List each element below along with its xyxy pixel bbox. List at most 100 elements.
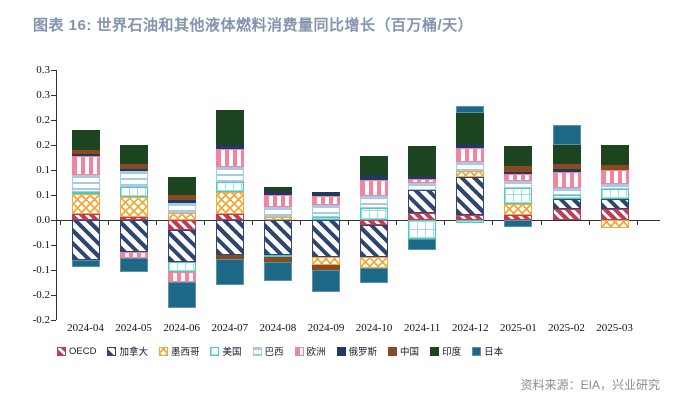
bar-segment-usa: [263, 255, 292, 257]
bar-segment-usa: [312, 216, 340, 220]
bar-segment-japan: [360, 268, 389, 283]
bar-segment-india: [408, 146, 437, 176]
bar-segment-brazil: [408, 182, 437, 190]
bar-segment-europe: [312, 195, 340, 205]
bar-segment-europe: [263, 195, 292, 207]
bar-segment-india: [456, 113, 485, 144]
bar-segment-oecd: [600, 209, 629, 220]
legend-label: 美国: [222, 347, 242, 358]
bar-segment-china: [552, 163, 581, 169]
x-tick-mark: [444, 221, 446, 225]
y-tick-mark: [51, 320, 56, 321]
bar-segment-europe: [360, 179, 389, 196]
bar-segment-china: [215, 255, 244, 259]
y-tick-mark: [51, 145, 56, 146]
x-tick-mark: [251, 221, 253, 225]
bar-segment-japan: [504, 220, 533, 227]
bar-segment-canada: [119, 220, 148, 252]
bar-segment-canada: [312, 220, 340, 257]
bar-segment-usa: [600, 189, 629, 199]
bar-segment-russia: [456, 144, 485, 148]
y-axis: [56, 70, 57, 320]
bar-segment-russia: [167, 200, 196, 203]
bar-segment-canada: [408, 190, 437, 213]
bar-segment-brazil: [312, 205, 340, 217]
y-tick-mark: [51, 120, 56, 121]
legend-swatch-india-icon: [430, 346, 440, 356]
legend-item: 俄罗斯: [336, 344, 377, 358]
bar-segment-mexico: [71, 194, 100, 214]
legend: OECD 加拿大 墨西哥 美国 巴西 欧洲 俄罗斯 中国 印度 日本: [57, 344, 657, 358]
x-tick-mark: [300, 221, 301, 225]
legend-swatch-russia-icon: [336, 346, 346, 356]
x-tick-label: 2024-08: [259, 322, 297, 334]
bar-segment-china: [167, 195, 196, 200]
bar-segment-canada: [215, 220, 244, 255]
x-axis: [56, 220, 660, 221]
bar-segment-canada: [167, 230, 196, 262]
x-tick-mark: [203, 221, 205, 225]
bar-segment-mexico: [456, 170, 485, 177]
bar-segment-usa: [360, 207, 389, 220]
bar-segment-brazil: [167, 202, 196, 213]
bar-segment-mexico: [119, 196, 148, 217]
y-tick-label: 0.1: [36, 189, 50, 201]
bar-segment-canada: [600, 198, 629, 209]
bar-segment-oecd: [504, 214, 533, 220]
bar-segment-brazil: [119, 171, 148, 187]
legend-swatch-mexico-icon: [158, 346, 168, 356]
y-tick-mark: [51, 220, 56, 221]
bar-segment-usa: [552, 194, 581, 199]
bar-segment-china: [312, 265, 340, 270]
legend-swatch-japan-icon: [472, 346, 482, 356]
bar-segment-canada: [360, 225, 389, 257]
bar-segment-usa: [215, 182, 244, 192]
bar-segment-japan: [119, 258, 148, 272]
legend-item: 巴西: [252, 344, 284, 358]
legend-item: 印度: [430, 344, 461, 358]
bar-segment-china: [504, 165, 533, 172]
bar-segment-usa: [119, 186, 148, 197]
bar-segment-canada: [263, 220, 292, 255]
bar-segment-brazil: [600, 183, 629, 189]
bar-segment-brazil: [263, 206, 292, 217]
bar-segment-canada: [552, 198, 581, 209]
bar-segment-japan: [167, 281, 196, 308]
bar-segment-japan: [552, 125, 581, 145]
bar-segment-india: [360, 155, 389, 175]
bar-segment-india: [119, 145, 148, 164]
bar-segment-mexico: [360, 256, 389, 268]
y-tick-label: 0.2: [36, 114, 50, 126]
bar-segment-europe: [408, 178, 437, 183]
bar-segment-japan: [215, 259, 244, 285]
bar-segment-russia: [360, 174, 389, 180]
bar-segment-japan: [408, 238, 437, 250]
bar-segment-brazil: [360, 196, 389, 208]
bar-segment-europe: [504, 173, 533, 181]
bar-segment-usa: [167, 261, 196, 272]
bar-segment-oecd: [360, 220, 389, 225]
legend-item: 美国: [210, 344, 242, 358]
bar-segment-brazil: [504, 181, 533, 188]
x-tick-mark: [588, 221, 590, 225]
bar-segment-oecd: [119, 216, 148, 220]
legend-swatch-china-icon: [388, 346, 398, 356]
x-tick-label: 2024-12: [451, 322, 489, 334]
bar-segment-russia: [552, 169, 581, 172]
bar-segment-japan: [312, 270, 340, 292]
legend-swatch-oecd-icon: [57, 346, 66, 356]
legend-item: 欧洲: [294, 344, 326, 358]
bar-segment-oecd: [408, 213, 437, 220]
x-tick-label: 2024-06: [163, 322, 201, 334]
x-tick-mark: [396, 221, 398, 225]
bar-segment-japan: [71, 260, 100, 267]
y-tick-label: 0.3: [36, 64, 50, 76]
bar-segment-mexico: [504, 203, 533, 215]
legend-label: 中国: [400, 347, 420, 358]
y-tick-label: 0.1: [36, 164, 50, 176]
bar-segment-russia: [119, 168, 148, 171]
y-tick-label: -0.1: [32, 239, 50, 251]
bar-segment-china: [119, 163, 148, 169]
x-tick-label: 2024-10: [355, 322, 393, 334]
